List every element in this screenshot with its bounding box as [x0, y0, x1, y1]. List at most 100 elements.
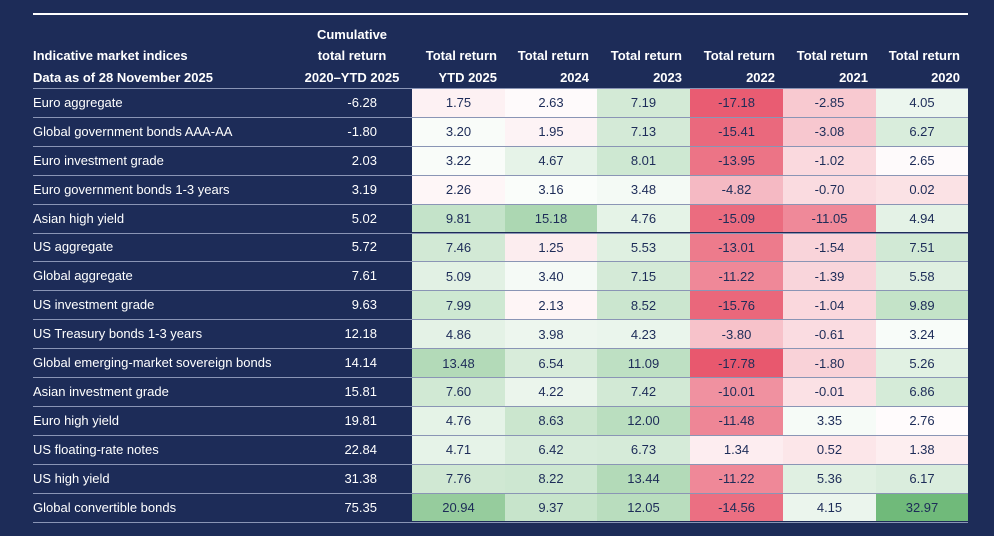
header-title: Indicative market indices Data as of 28 N…: [33, 15, 300, 88]
heat-cell: 3.48: [597, 175, 690, 204]
heat-cell: -15.41: [690, 117, 783, 146]
heat-cell: -3.80: [690, 320, 783, 349]
row-rule: [33, 290, 968, 292]
row-rule: [33, 116, 968, 118]
heat-cell: 6.27: [876, 117, 968, 146]
heat-cell: -1.54: [783, 233, 876, 262]
column-header: Total return 2021: [775, 15, 868, 88]
heat-cell: 9.89: [876, 291, 968, 320]
row-label: Global aggregate: [33, 268, 133, 284]
heat-cell: 1.38: [876, 435, 968, 464]
heat-cell: 5.53: [597, 233, 690, 262]
heat-cell: -17.78: [690, 349, 783, 377]
header-line: Total return: [425, 48, 497, 63]
heat-cell: 4.71: [412, 435, 505, 464]
heat-cell: -2.85: [783, 89, 876, 117]
heat-cell: 15.18: [505, 204, 597, 233]
row-label: Asian investment grade: [33, 383, 169, 399]
heat-cell: 4.76: [597, 204, 690, 233]
heat-cell: 7.99: [412, 291, 505, 320]
heat-cell: -14.56: [690, 493, 783, 522]
header-line: Data as of 28 November 2025: [33, 69, 213, 85]
cumulative-cell: 5.02: [351, 210, 377, 226]
heat-cell: -10.01: [690, 378, 783, 406]
column-header: Total return 2023: [589, 15, 682, 88]
row-rule: [33, 174, 968, 176]
heat-cell: -11.05: [783, 204, 876, 233]
row-label: Euro investment grade: [33, 152, 164, 168]
heat-cell: 4.94: [876, 204, 968, 233]
row-rule: [33, 232, 968, 234]
heat-cell: 0.02: [876, 175, 968, 204]
heat-cell: 3.40: [505, 262, 597, 291]
heat-cell: 4.22: [505, 378, 597, 406]
header-line: 2024: [560, 69, 589, 85]
row-label: Global government bonds AAA-AA: [33, 123, 233, 139]
heat-cell: 8.52: [597, 291, 690, 320]
heat-cell: 7.60: [412, 378, 505, 406]
heat-cell: 3.22: [412, 146, 505, 175]
heat-cell: 13.48: [412, 349, 505, 377]
row-label: US high yield: [33, 470, 110, 486]
row-label: Global convertible bonds: [33, 499, 177, 515]
cumulative-cell: 3.19: [351, 181, 377, 197]
heat-cell: 8.63: [505, 406, 597, 435]
heat-cell: 8.01: [597, 146, 690, 175]
header-line: Total return: [796, 48, 868, 63]
cumulative-cell: 14.14: [344, 355, 377, 371]
heat-cell: -3.08: [783, 117, 876, 146]
heat-cell: 5.58: [876, 262, 968, 291]
header-line: Total return: [888, 48, 960, 63]
row-rule: [33, 377, 968, 378]
heat-cell: 7.19: [597, 89, 690, 117]
heat-cell: 6.86: [876, 378, 968, 406]
cumulative-cell: -6.28: [347, 94, 377, 110]
heat-cell: 7.76: [412, 464, 505, 493]
heat-cell: -1.02: [783, 146, 876, 175]
heat-cell: -1.04: [783, 291, 876, 320]
heat-cell: 5.26: [876, 349, 968, 377]
heat-cell: 9.37: [505, 493, 597, 522]
heat-cell: -0.61: [783, 320, 876, 349]
heat-cell: -0.01: [783, 378, 876, 406]
heat-cell: -15.76: [690, 291, 783, 320]
heat-cell: -11.48: [690, 406, 783, 435]
header-line: Cumulative: [316, 26, 388, 42]
cumulative-cell: 5.72: [351, 239, 377, 255]
heat-cell: 6.17: [876, 464, 968, 493]
heat-cell: 12.05: [597, 493, 690, 522]
row-label: US floating-rate notes: [33, 441, 159, 457]
cumulative-cell: 75.35: [344, 499, 377, 515]
column-header: Total return 2024: [497, 15, 589, 88]
row-rule: [33, 434, 968, 436]
heat-cell: 32.97: [876, 493, 968, 522]
heat-cell: -4.82: [690, 175, 783, 204]
heat-cell: -11.22: [690, 464, 783, 493]
header-line: 2020: [931, 69, 960, 85]
header-line: YTD 2025: [438, 69, 497, 85]
cumulative-cell: 15.81: [344, 383, 377, 399]
row-label: US investment grade: [33, 297, 155, 313]
heat-cell: -13.01: [690, 233, 783, 262]
cumulative-cell: 12.18: [344, 326, 377, 342]
heat-cell: 1.25: [505, 233, 597, 262]
row-rule: [33, 463, 968, 465]
header-line: 2020–YTD 2025: [304, 69, 400, 85]
heat-cell: 0.52: [783, 435, 876, 464]
bottom-rule: [33, 521, 968, 523]
heat-cell: 1.75: [412, 89, 505, 117]
cumulative-cell: 9.63: [351, 297, 377, 313]
heat-cell: 3.20: [412, 117, 505, 146]
top-rule: [33, 13, 968, 15]
column-header: Cumulative total return 2020–YTD 2025: [300, 15, 404, 88]
heat-cell: -15.09: [690, 204, 783, 233]
heat-cell: 4.86: [412, 320, 505, 349]
row-rule: [33, 348, 968, 350]
heat-cell: -1.39: [783, 262, 876, 291]
heat-cell: 5.36: [783, 464, 876, 493]
column-header: Total return 2022: [682, 15, 775, 88]
heat-cell: 11.09: [597, 349, 690, 377]
row-label: US aggregate: [33, 239, 114, 255]
header-line: Total return: [610, 48, 682, 63]
